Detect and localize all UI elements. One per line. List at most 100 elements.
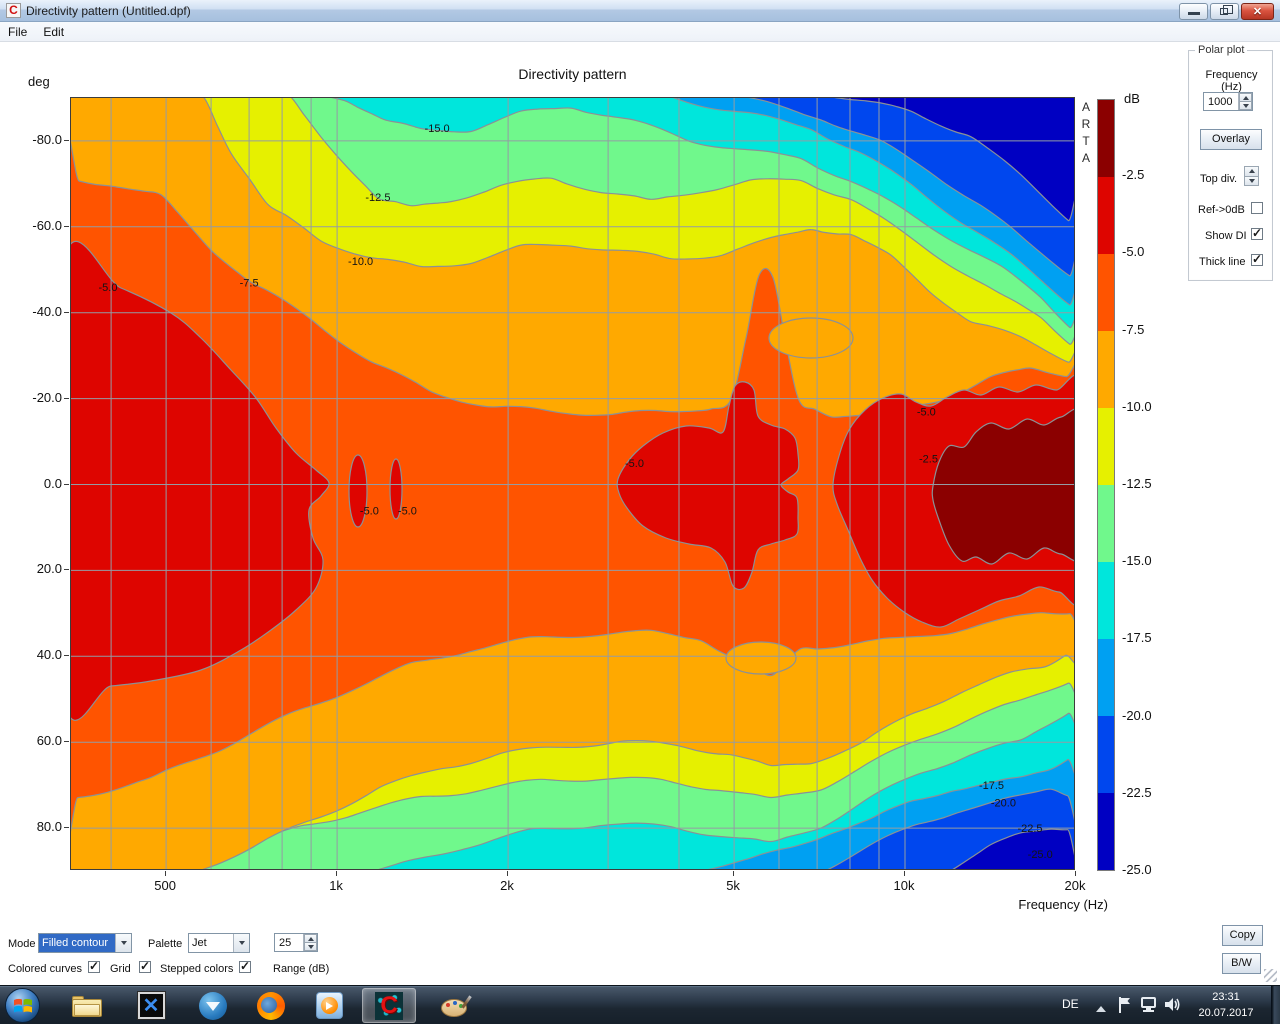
volume-icon[interactable] <box>1164 996 1182 1013</box>
client-area: Directivity pattern deg dB -15.0 -12.5 -10… <box>0 42 1280 985</box>
taskbar-media-player-button[interactable] <box>302 988 356 1023</box>
thick-line-label: Thick line <box>1199 256 1246 268</box>
range-spinner[interactable]: 25 <box>274 933 318 952</box>
language-indicator[interactable]: DE <box>1062 997 1079 1011</box>
taskbar-arta-button-active[interactable]: C <box>362 988 416 1023</box>
taskbar-paint-button[interactable] <box>428 988 482 1023</box>
app-window: C Directivity pattern (Untitled.dpf) ✕ F… <box>0 0 1280 985</box>
colorbar-segment <box>1098 485 1114 562</box>
arta-icon: C <box>375 991 403 1020</box>
range-down-button[interactable] <box>304 943 317 951</box>
taskbar-thunderbird-button[interactable] <box>186 988 240 1023</box>
overlay-button[interactable]: Overlay <box>1200 129 1262 150</box>
colorbar-tick-label: -20.0 <box>1122 707 1152 723</box>
x-tick-mark <box>507 871 509 876</box>
windows-logo-icon <box>13 998 32 1013</box>
contour-label: -20.0 <box>991 797 1016 809</box>
x-tick-label: 1k <box>329 878 343 893</box>
ref-0db-checkbox[interactable] <box>1251 202 1263 214</box>
network-icon[interactable] <box>1139 997 1159 1013</box>
copy-button[interactable]: Copy <box>1222 925 1263 946</box>
frequency-spinner[interactable]: 1000 <box>1203 92 1253 111</box>
frequency-value[interactable]: 1000 <box>1204 93 1238 110</box>
colored-curves-checkbox[interactable] <box>88 959 100 973</box>
thick-line-checkbox[interactable] <box>1251 252 1263 266</box>
start-button[interactable] <box>5 988 40 1023</box>
colorbar-tick-label: -25.0 <box>1122 862 1152 877</box>
colorbar-segment <box>1098 177 1114 254</box>
top-div-spinner[interactable] <box>1244 166 1259 186</box>
menu-file[interactable]: File <box>8 24 28 39</box>
range-value[interactable]: 25 <box>275 934 303 951</box>
minimize-icon <box>1188 12 1200 15</box>
taskbar-explorer-button[interactable] <box>60 988 114 1023</box>
minimize-button[interactable] <box>1179 3 1208 20</box>
tray-date: 20.07.2017 <box>1198 1007 1254 1019</box>
y-tick-label: -80.0 <box>32 131 62 147</box>
restore-button[interactable] <box>1210 3 1239 20</box>
explorer-icon <box>72 995 102 1017</box>
colorbar-tick-label: -22.5 <box>1122 784 1152 800</box>
palette-value: Jet <box>192 937 207 949</box>
range-db-label: Range (dB) <box>273 963 330 975</box>
colorbar <box>1097 99 1115 871</box>
y-tick-mark <box>64 827 69 829</box>
up-arrow-icon <box>307 934 314 941</box>
up-arrow-icon <box>1242 93 1249 100</box>
taskbar-firefox-button[interactable] <box>244 988 298 1023</box>
chevron-down-icon <box>120 941 127 948</box>
close-button[interactable]: ✕ <box>1241 3 1274 20</box>
y-tick-label: 40.0 <box>36 647 62 663</box>
stepped-colors-checkbox[interactable] <box>239 959 251 973</box>
contour-label: -2.5 <box>919 454 938 466</box>
top-div-down-button[interactable] <box>1244 176 1259 186</box>
action-center-flag-icon[interactable] <box>1117 996 1133 1014</box>
x-tick-mark <box>1075 871 1076 876</box>
resize-grip[interactable] <box>1264 969 1277 982</box>
palette-dropdown-button[interactable] <box>233 934 249 952</box>
frequency-down-button[interactable] <box>1239 102 1252 110</box>
contour-label: -22.5 <box>1017 823 1042 835</box>
show-desktop-button[interactable] <box>1271 986 1280 1024</box>
colorbar-segment <box>1098 100 1114 177</box>
mode-value: Filled contour <box>39 934 115 952</box>
x-tick-label: 5k <box>726 878 740 893</box>
clock[interactable]: 23:31 20.07.2017 <box>1186 989 1266 1021</box>
close-icon: ✕ <box>1252 6 1263 18</box>
titlebar[interactable]: C Directivity pattern (Untitled.dpf) ✕ <box>0 0 1280 22</box>
hidden-icons-arrow-icon[interactable] <box>1096 1001 1106 1012</box>
grid-checkbox[interactable] <box>139 959 151 973</box>
panel-title: Polar plot <box>1195 44 1248 56</box>
y-tick-mark <box>64 139 69 141</box>
colorbar-tick-label: -2.5 <box>1122 167 1145 183</box>
top-div-up-button[interactable] <box>1244 166 1259 177</box>
y-tick-label: -40.0 <box>32 303 62 319</box>
taskbar: ✕ C DE 23:31 20.07.2017 <box>0 985 1280 1024</box>
bw-button[interactable]: B/W <box>1222 953 1261 974</box>
mode-combo[interactable]: Filled contour <box>38 933 132 953</box>
mode-dropdown-button[interactable] <box>115 934 131 952</box>
taskbar-window-manager-button[interactable]: ✕ <box>124 988 178 1023</box>
palette-combo[interactable]: Jet <box>188 933 250 953</box>
contour-label: -17.5 <box>979 780 1004 792</box>
show-di-checkbox[interactable] <box>1251 226 1263 240</box>
contour-label: -10.0 <box>348 256 373 268</box>
mode-label: Mode <box>8 938 36 950</box>
y-tick-mark <box>64 569 69 571</box>
contour-label: -5.0 <box>398 505 417 517</box>
grid-label: Grid <box>110 963 131 975</box>
down-arrow-icon <box>1242 103 1249 111</box>
colorbar-tick-label: -5.0 <box>1122 244 1145 260</box>
colorbar-unit: dB <box>1124 91 1140 106</box>
firefox-icon <box>257 991 285 1020</box>
range-up-button[interactable] <box>304 934 317 943</box>
colorbar-segment <box>1098 562 1114 639</box>
paint-icon <box>441 994 472 1017</box>
colorbar-tick-label: -12.5 <box>1122 476 1152 491</box>
frequency-up-button[interactable] <box>1239 93 1252 102</box>
x-tick-mark <box>336 871 338 876</box>
y-tick-label: -20.0 <box>32 389 62 405</box>
window-manager-icon: ✕ <box>136 991 166 1020</box>
menu-edit[interactable]: Edit <box>43 24 65 39</box>
